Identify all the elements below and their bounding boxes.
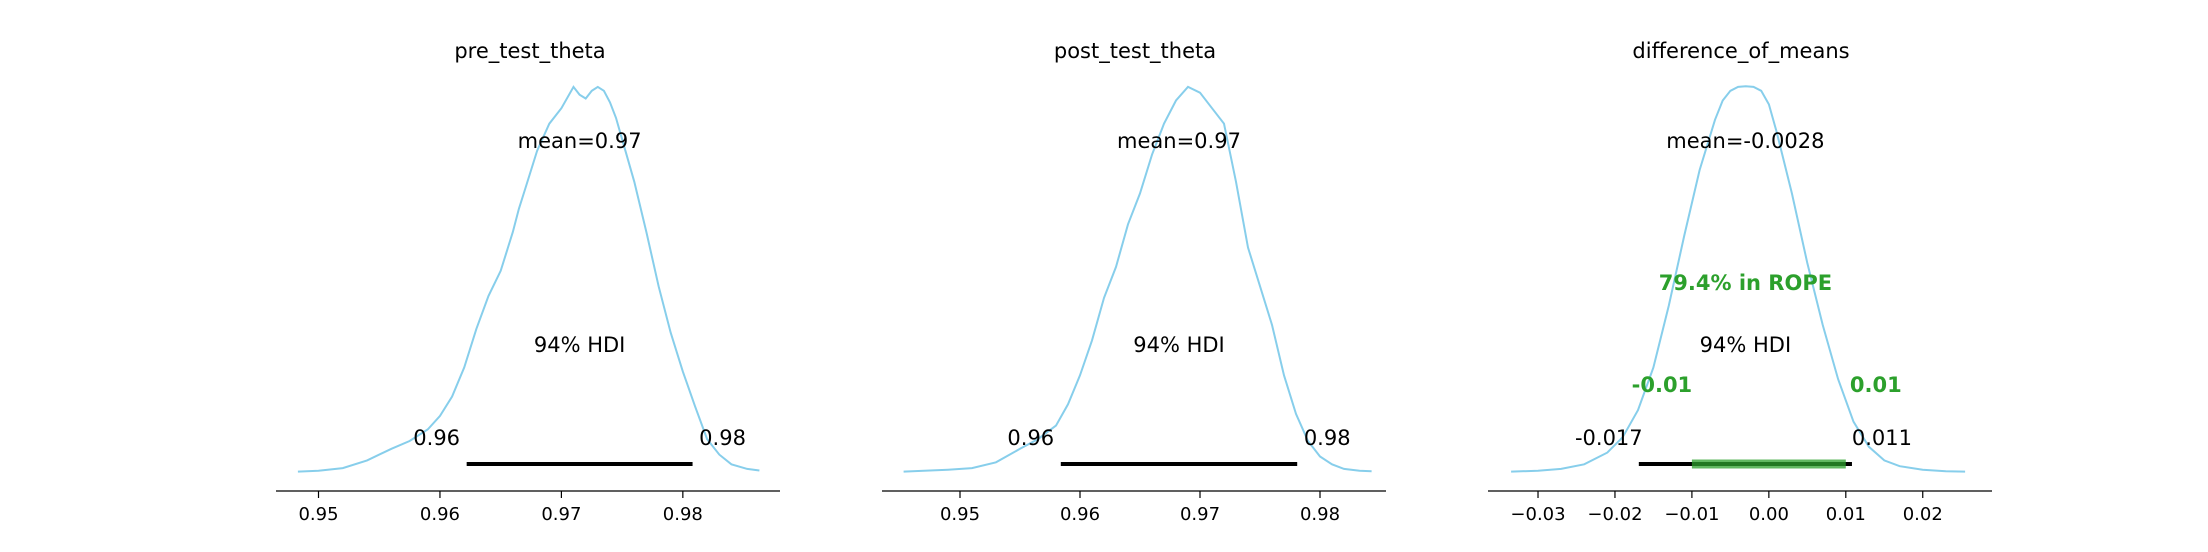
rope-low-label: -0.01 (1632, 373, 1693, 397)
density-curve (297, 85, 760, 473)
panel-post-test-theta: post_test_theta 0.95 0.96 0.97 0.98 0.96 0.98… (882, 39, 1386, 525)
hdi-low-label: -0.017 (1575, 426, 1643, 450)
x-tick-label: 0.98 (663, 504, 703, 525)
plot-area: −0.03 −0.02 −0.01 0.00 0.01 0.02 -0.017 0.011 94… (1488, 85, 1992, 525)
x-tick-label: 0.97 (541, 504, 581, 525)
hdi-high-label: 0.98 (699, 426, 746, 450)
plot-area: 0.95 0.96 0.97 0.98 0.96 0.98 94% HDI mean=0.97 (276, 85, 780, 525)
panel-difference-of-means: difference_of_means −0.03 −0.02 −0.01 0.00 0… (1488, 39, 1992, 525)
rope-percentage-label: 79.4% in ROPE (1659, 271, 1832, 295)
mean-label: mean=0.97 (1117, 129, 1241, 153)
hdi-label: 94% HDI (1700, 333, 1792, 357)
panel-title: difference_of_means (1632, 39, 1849, 64)
x-tick-label: −0.01 (1664, 504, 1719, 525)
hdi-low-label: 0.96 (413, 426, 460, 450)
x-tick-label: 0.98 (1300, 504, 1340, 525)
density-curve (1511, 85, 1966, 473)
x-tick-label: 0.02 (1903, 504, 1943, 525)
x-tick-label: 0.97 (1180, 504, 1220, 525)
panel-title: post_test_theta (1054, 39, 1216, 64)
mean-label: mean=-0.0028 (1666, 129, 1824, 153)
panel-title: pre_test_theta (454, 39, 605, 64)
hdi-low-label: 0.96 (1007, 426, 1054, 450)
mean-label: mean=0.97 (518, 129, 642, 153)
x-tick-label: 0.00 (1749, 504, 1789, 525)
rope-high-label: 0.01 (1850, 373, 1902, 397)
hdi-label: 94% HDI (1133, 333, 1225, 357)
x-tick-label: 0.95 (298, 504, 338, 525)
hdi-high-label: 0.98 (1304, 426, 1351, 450)
x-tick-label: 0.95 (940, 504, 980, 525)
hdi-high-label: 0.011 (1852, 426, 1912, 450)
x-tick-label: −0.02 (1587, 504, 1642, 525)
panel-pre-test-theta: pre_test_theta 0.95 0.96 0.97 0.98 0.96 0.98 9… (276, 39, 780, 525)
hdi-label: 94% HDI (534, 333, 626, 357)
x-tick-label: 0.96 (420, 504, 460, 525)
x-tick-label: −0.03 (1510, 504, 1565, 525)
x-tick-label: 0.96 (1060, 504, 1100, 525)
density-curve (903, 85, 1372, 473)
plot-area: 0.95 0.96 0.97 0.98 0.96 0.98 94% HDI mean=0.97 (882, 85, 1386, 525)
x-tick-label: 0.01 (1826, 504, 1866, 525)
